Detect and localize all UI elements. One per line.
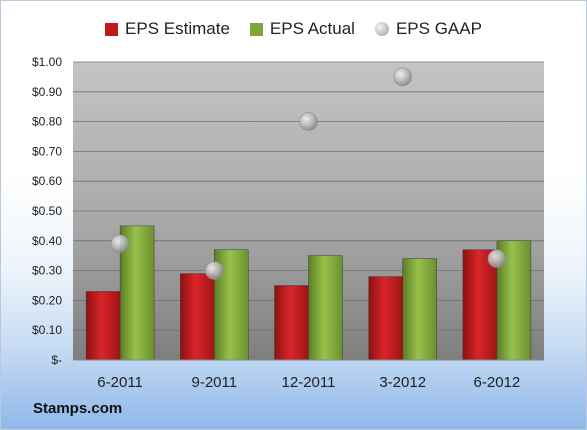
x-axis-ticks: 6-2011 9-2011 12-2011 3-2012 6-2012 — [97, 374, 520, 391]
bar-eps-estimate — [368, 276, 403, 361]
x-tick-label: 3-2012 — [379, 374, 426, 391]
y-tick-label: $0.10 — [32, 323, 62, 337]
y-tick-label: $0.30 — [32, 264, 62, 278]
legend-label-eps-estimate: EPS Estimate — [125, 19, 230, 38]
legend-swatch-eps-actual — [249, 22, 263, 36]
point-eps-gaap — [393, 67, 413, 87]
legend-swatch-eps-estimate — [105, 22, 119, 36]
y-tick-label: $0.70 — [32, 144, 62, 158]
y-tick-label: $0.80 — [32, 115, 62, 129]
y-tick-label: $0.50 — [32, 204, 62, 218]
bar-eps-actual — [308, 255, 343, 361]
bar-eps-estimate — [274, 285, 309, 361]
y-tick-label: $0.60 — [32, 174, 62, 188]
y-tick-label: $1.00 — [32, 55, 62, 69]
y-tick-label: $- — [51, 353, 62, 367]
bars — [85, 225, 532, 361]
x-tick-label: 12-2011 — [282, 374, 336, 391]
y-tick-label: $0.40 — [32, 234, 62, 248]
source-label: Stamps.com — [33, 400, 123, 417]
legend-item-eps-actual: EPS Actual — [249, 19, 355, 39]
bar-eps-estimate — [85, 291, 121, 361]
legend-item-eps-estimate: EPS Estimate — [105, 19, 230, 39]
gaap-points — [110, 67, 507, 280]
x-tick-label: 9-2011 — [192, 374, 238, 391]
bar-eps-estimate — [180, 273, 215, 361]
point-eps-gaap — [299, 112, 318, 131]
y-tick-label: $0.20 — [32, 293, 62, 307]
point-eps-gaap — [205, 261, 224, 280]
y-axis-ticks: $- $0.10 $0.20 $0.30 $0.40 $0.50 $0.60 $0.70 $0.… — [32, 55, 62, 367]
bar-eps-estimate — [462, 249, 498, 361]
y-tick-label: $0.90 — [32, 85, 62, 99]
point-eps-gaap — [487, 249, 507, 268]
bar-eps-actual — [402, 258, 437, 361]
legend-swatch-eps-gaap — [374, 22, 389, 36]
point-eps-gaap — [110, 234, 130, 254]
x-tick-label: 6-2012 — [474, 374, 521, 391]
legend-label-eps-actual: EPS Actual — [269, 19, 355, 38]
legend-item-eps-gaap: EPS GAAP — [374, 19, 482, 39]
legend: EPS Estimate EPS Actual EPS GAAP — [0, 14, 587, 44]
x-tick-label: 6-2011 — [97, 374, 143, 391]
legend-label-eps-gaap: EPS GAAP — [395, 19, 482, 38]
